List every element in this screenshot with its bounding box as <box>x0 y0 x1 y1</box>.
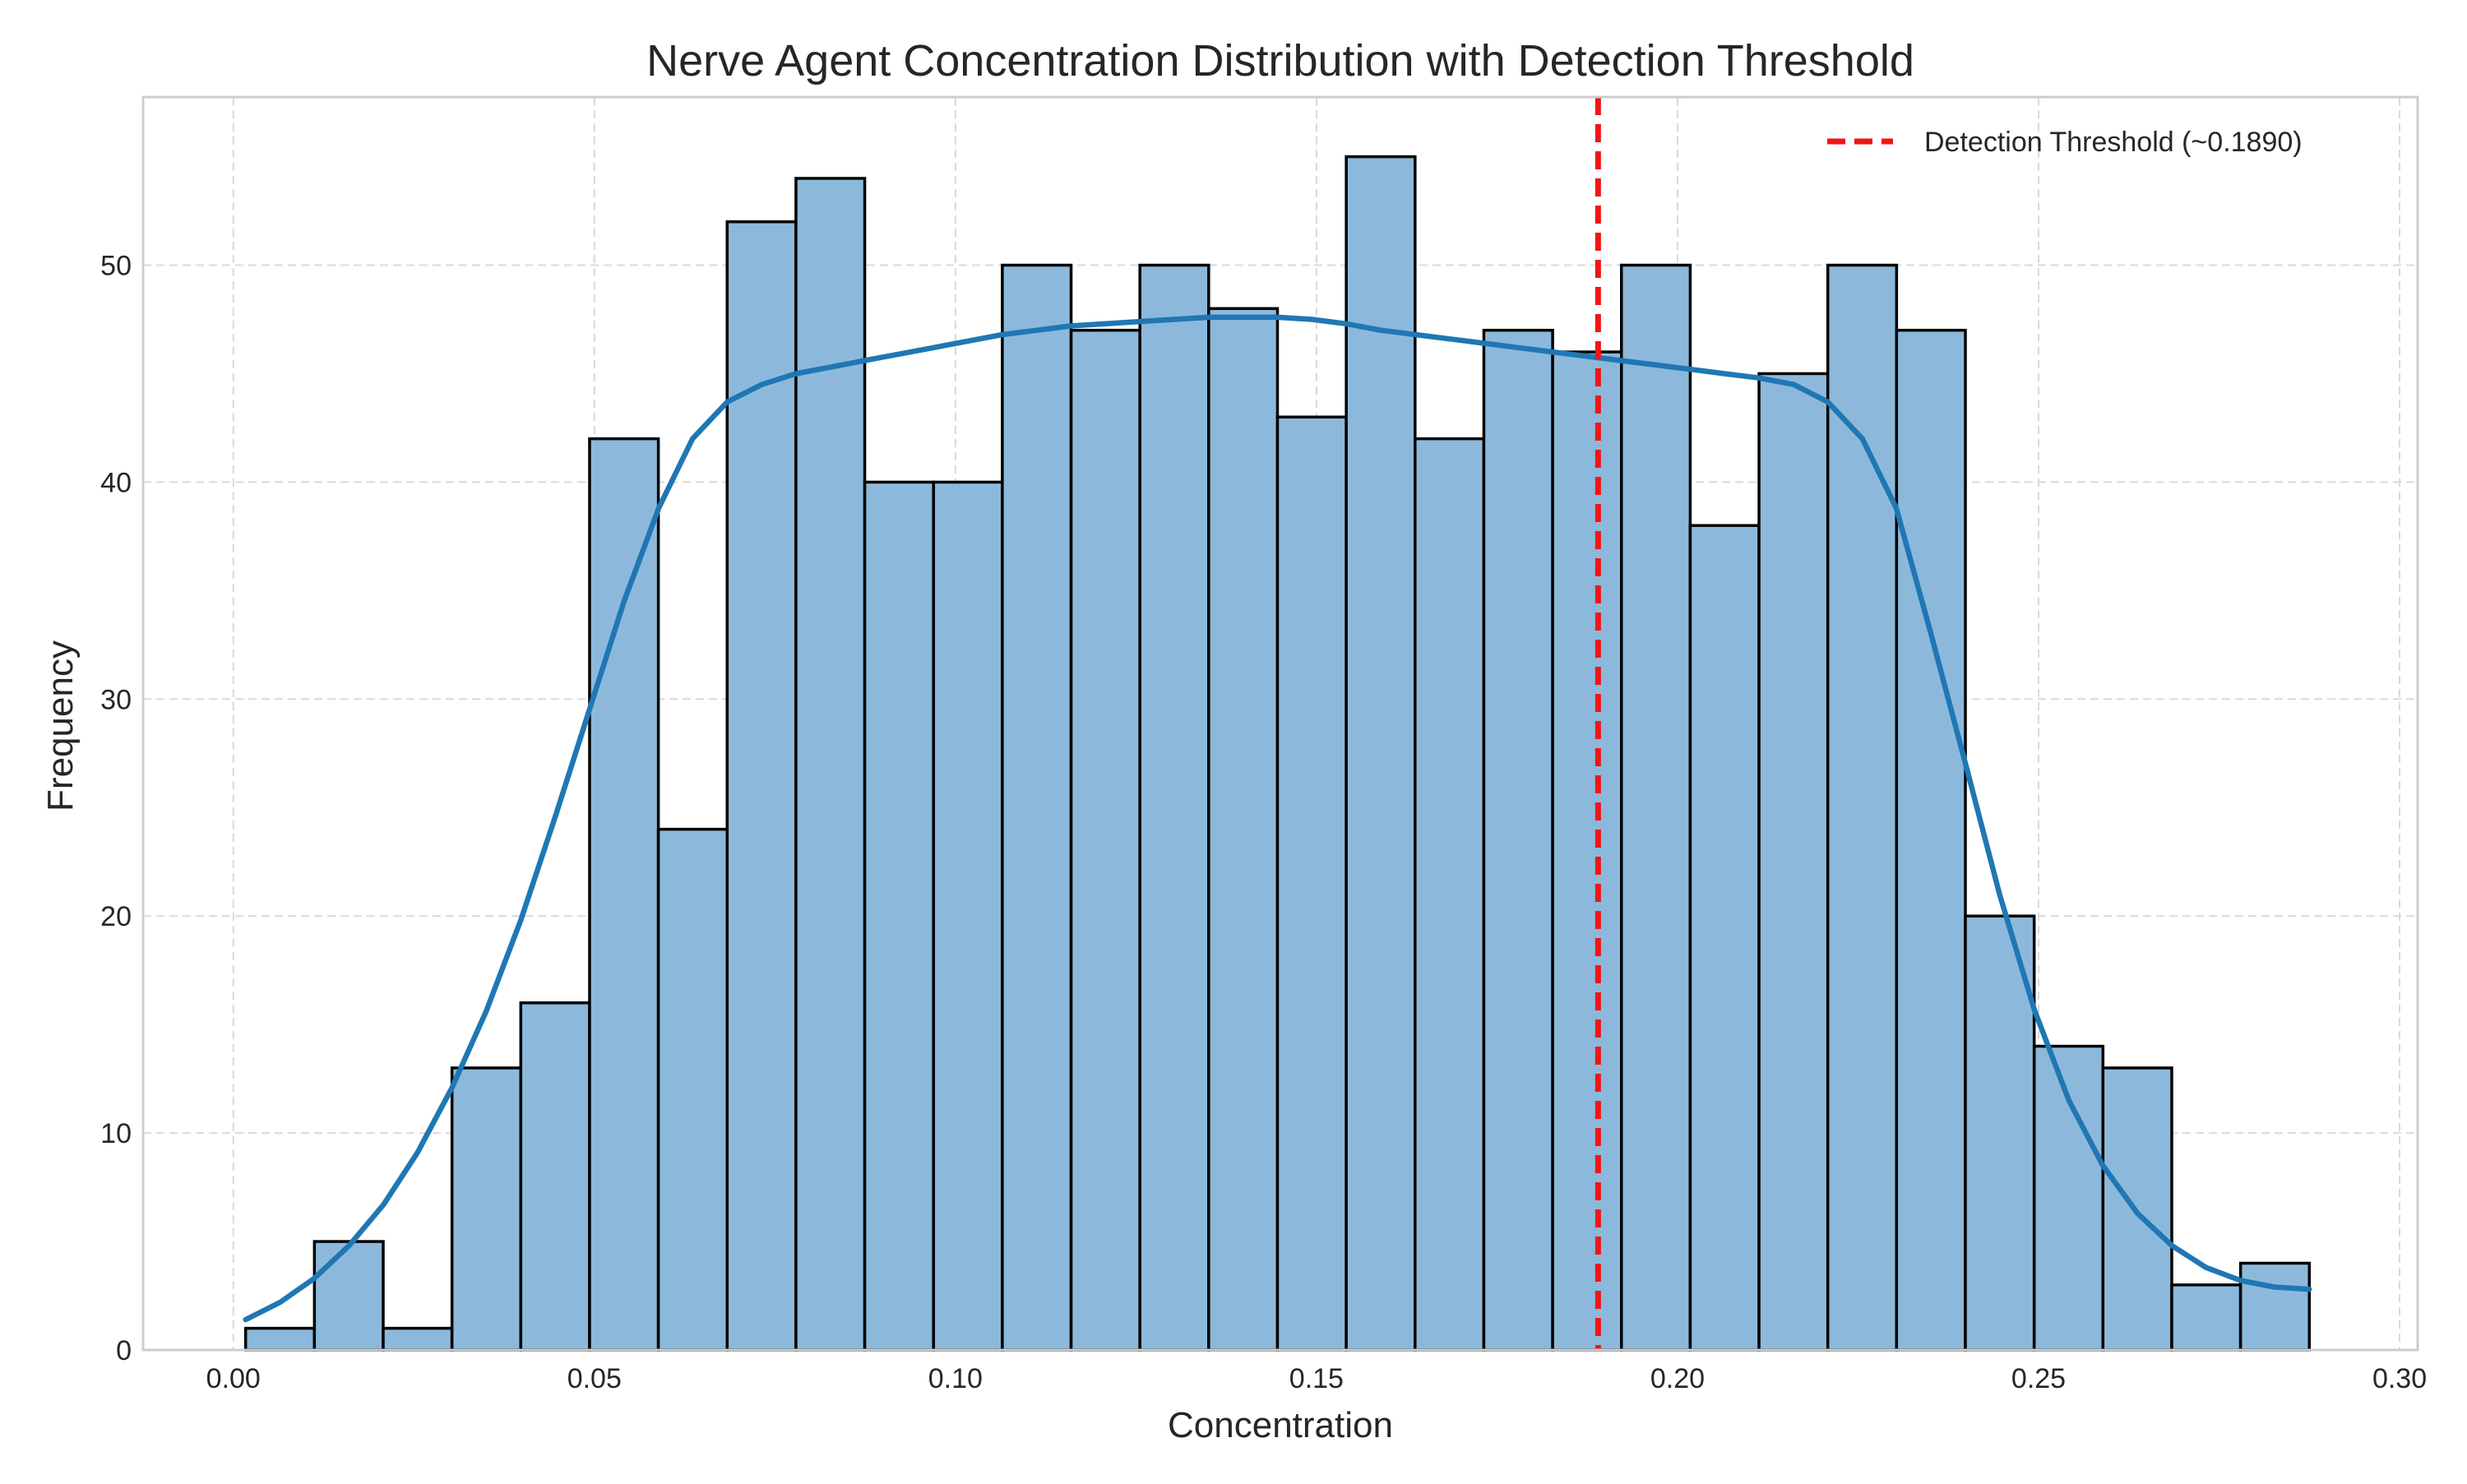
histogram-bar <box>1757 372 1830 1352</box>
histogram-bar <box>1688 524 1761 1352</box>
x-tick-label: 0.20 <box>1650 1363 1705 1394</box>
y-tick-label: 0 <box>116 1335 132 1366</box>
histogram-bar <box>382 1326 454 1352</box>
y-axis-title: Frequency <box>40 640 81 811</box>
histogram-bar <box>312 1240 385 1352</box>
histogram-bar <box>794 177 867 1352</box>
histogram-bar <box>1275 415 1348 1352</box>
legend-label-threshold: Detection Threshold (~0.1890) <box>1924 127 2303 158</box>
x-tick-label: 0.00 <box>206 1363 261 1394</box>
y-tick-label: 30 <box>100 684 132 715</box>
x-tick-label: 0.10 <box>928 1363 983 1394</box>
y-tick-labels: 0 10 20 30 40 50 <box>100 251 132 1366</box>
histogram-bar <box>725 220 798 1352</box>
x-tick-label: 0.05 <box>567 1363 622 1394</box>
kde-curve-group <box>243 314 2312 1323</box>
histogram-bar <box>1895 328 1967 1352</box>
histogram-bar <box>1138 263 1210 1352</box>
histogram-bar <box>2032 1044 2105 1352</box>
chart-title: Nerve Agent Concentration Distribution w… <box>646 36 1914 86</box>
histogram-bar <box>863 480 935 1352</box>
x-tick-labels: 0.00 0.05 0.10 0.15 0.20 0.25 0.30 <box>206 1363 2427 1394</box>
x-axis-title: Concentration <box>1168 1405 1393 1445</box>
y-tick-label: 40 <box>100 467 132 498</box>
x-tick-label: 0.25 <box>2011 1363 2066 1394</box>
histogram-bar <box>2238 1261 2312 1352</box>
histogram-bar <box>932 480 1004 1352</box>
histogram-bar <box>519 1001 591 1352</box>
histogram-bar <box>1551 350 1623 1352</box>
histogram-bar <box>1620 263 1692 1352</box>
histogram-bar <box>1826 263 1899 1352</box>
y-tick-label: 20 <box>100 901 132 932</box>
x-tick-label: 0.15 <box>1289 1363 1344 1394</box>
histogram-bar <box>656 827 729 1352</box>
histogram-bar <box>1069 328 1141 1352</box>
kde-curve <box>243 314 2312 1323</box>
histogram-bar <box>1482 328 1554 1352</box>
histogram-bar <box>1001 263 1073 1352</box>
histogram-bar <box>1207 307 1280 1352</box>
histogram-bar <box>2170 1283 2243 1352</box>
histogram-bar <box>588 437 660 1352</box>
histogram-bars <box>243 155 2312 1352</box>
y-tick-label: 10 <box>100 1118 132 1149</box>
y-tick-label: 50 <box>100 251 132 282</box>
histogram-bar <box>1345 155 1417 1352</box>
histogram-bar <box>450 1066 523 1352</box>
histogram-bar <box>1414 437 1486 1352</box>
histogram-bar <box>243 1326 317 1352</box>
legend: Detection Threshold (~0.1890) <box>1827 127 2303 158</box>
x-tick-label: 0.30 <box>2372 1363 2427 1394</box>
plot-frame <box>141 95 2419 1352</box>
